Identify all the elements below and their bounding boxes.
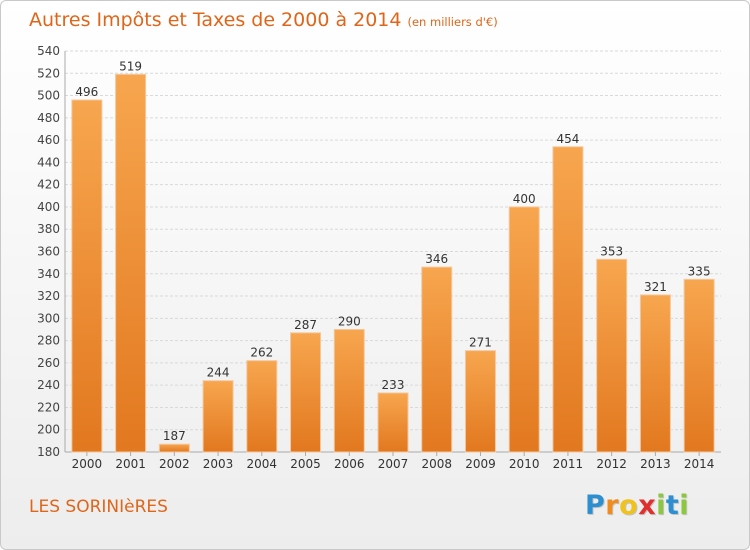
data-label-2002: 187	[163, 429, 186, 443]
y-tick-label: 180	[37, 445, 60, 459]
chart-title: Autres Impôts et Taxes de 2000 à 2014 (en…	[29, 9, 498, 31]
bar-2000	[71, 99, 103, 453]
y-tick-label: 520	[37, 66, 60, 80]
data-label-2013: 321	[644, 280, 667, 294]
logo-letter: t	[665, 490, 680, 521]
logo-letter: r	[605, 490, 620, 521]
data-label-2007: 233	[382, 378, 405, 392]
bar-2011	[552, 146, 584, 453]
x-tick-label-2011: 2011	[553, 457, 584, 471]
bar-2012	[596, 258, 628, 453]
logo-letter: P	[585, 490, 606, 521]
x-tick-label-2013: 2013	[640, 457, 671, 471]
y-tick-label: 380	[37, 222, 60, 236]
x-tick-label-2002: 2002	[159, 457, 190, 471]
x-tick-label-2008: 2008	[421, 457, 452, 471]
title-text: Autres Impôts et Taxes de 2000 à 2014	[29, 9, 402, 31]
bar-2007	[377, 392, 409, 453]
x-tick-label-2000: 2000	[72, 457, 103, 471]
x-tick-label-2009: 2009	[465, 457, 496, 471]
x-tick-label-2003: 2003	[203, 457, 234, 471]
commune-name: LES SORINIèRES	[29, 497, 168, 517]
data-label-2003: 244	[207, 366, 230, 380]
bar-2005	[290, 332, 322, 453]
y-tick-label: 360	[37, 245, 60, 259]
data-label-2014: 335	[688, 264, 711, 278]
logo-letter: i	[679, 490, 690, 521]
bar-2004	[246, 360, 278, 453]
y-tick-label: 420	[37, 178, 60, 192]
logo-letter: x	[638, 490, 657, 521]
y-tick-label: 300	[37, 311, 60, 325]
data-label-2001: 519	[119, 59, 142, 73]
y-tick-label: 240	[37, 378, 60, 392]
data-label-2009: 271	[469, 336, 492, 350]
bar-2006	[333, 328, 365, 453]
logo-letter: o	[619, 490, 639, 521]
y-tick-label: 320	[37, 289, 60, 303]
bar-2009	[464, 350, 496, 453]
title-unit: (en milliers d'€)	[407, 15, 498, 29]
y-tick-label: 480	[37, 111, 60, 125]
bar-2008	[421, 266, 453, 453]
x-tick-label-2005: 2005	[290, 457, 321, 471]
x-tick-label-2014: 2014	[684, 457, 715, 471]
data-label-2000: 496	[75, 85, 98, 99]
data-label-2004: 262	[250, 346, 273, 360]
y-tick-label: 500	[37, 89, 60, 103]
data-label-2011: 454	[556, 132, 579, 146]
y-tick-label: 280	[37, 334, 60, 348]
x-tick-label-2004: 2004	[247, 457, 278, 471]
bar-2013	[639, 294, 671, 453]
data-label-2008: 346	[425, 252, 448, 266]
y-tick-label: 200	[37, 423, 60, 437]
bar-2003	[202, 380, 234, 453]
x-tick-label-2007: 2007	[378, 457, 409, 471]
y-tick-label: 400	[37, 200, 60, 214]
logo-letter: i	[656, 490, 666, 521]
bar-2010	[508, 206, 540, 453]
x-tick-label-2001: 2001	[115, 457, 146, 471]
y-tick-label: 460	[37, 133, 60, 147]
y-tick-label: 340	[37, 267, 60, 281]
y-tick-label: 540	[37, 44, 60, 58]
bar-2014	[683, 278, 715, 453]
x-tick-label-2010: 2010	[509, 457, 540, 471]
y-tick-label: 220	[37, 400, 60, 414]
data-label-2010: 400	[513, 192, 536, 206]
data-label-2006: 290	[338, 314, 361, 328]
proxiti-logo[interactable]: Proxiti	[585, 490, 689, 521]
bar-2002	[158, 443, 190, 453]
data-label-2012: 353	[600, 244, 623, 258]
bar-2001	[115, 73, 147, 453]
y-tick-label: 440	[37, 155, 60, 169]
y-tick-label: 260	[37, 356, 60, 370]
data-label-2005: 287	[294, 318, 317, 332]
x-tick-label-2006: 2006	[334, 457, 365, 471]
x-tick-label-2012: 2012	[596, 457, 627, 471]
